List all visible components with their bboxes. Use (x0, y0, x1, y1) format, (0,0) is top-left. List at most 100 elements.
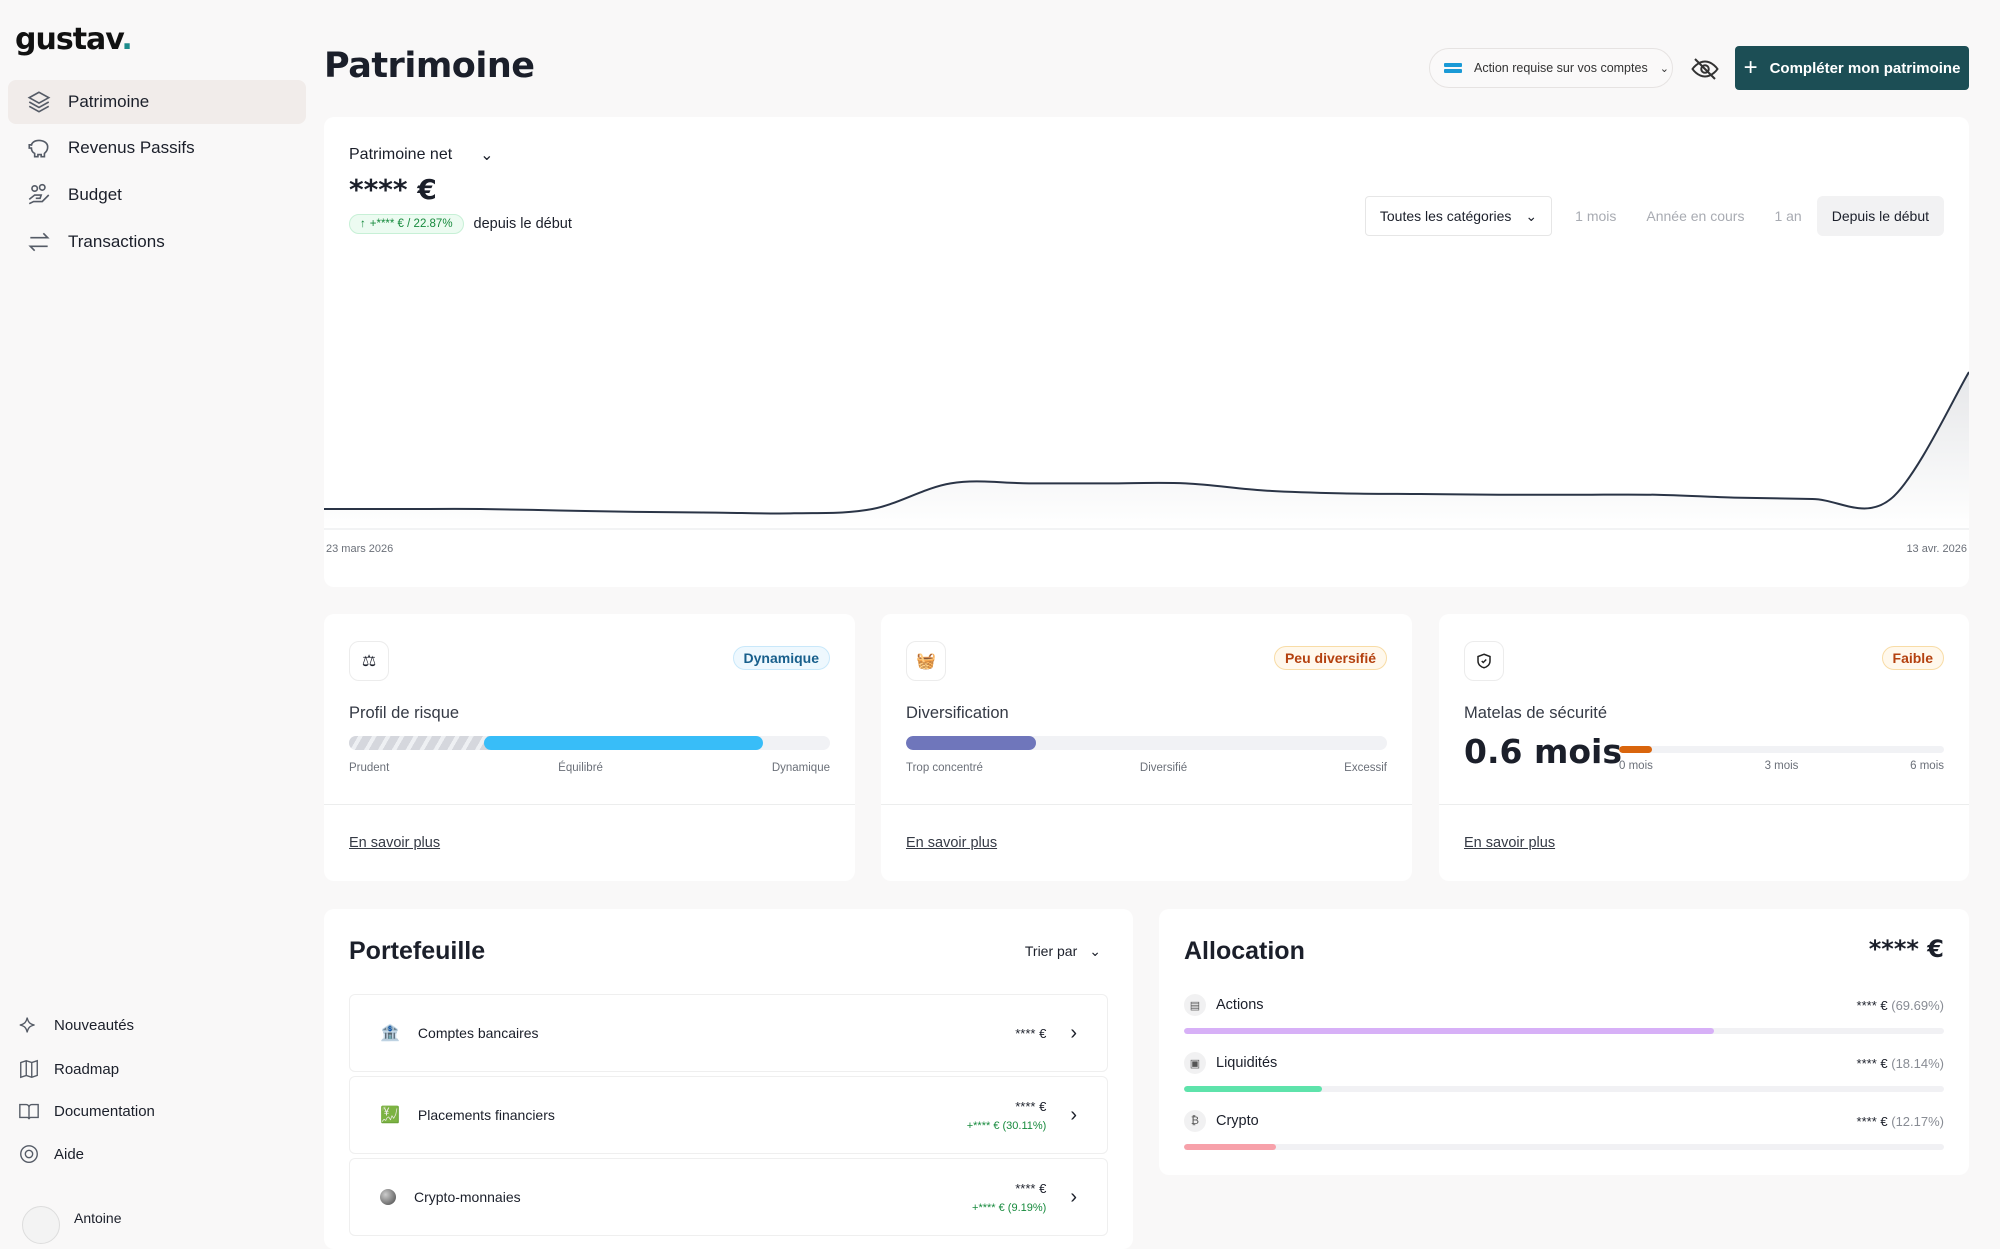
card-title: Matelas de sécurité (1464, 704, 1608, 722)
period-filter: Toutes les catégories ⌄ 1 mois Année en c… (1364, 196, 1944, 236)
chevron-right-icon: › (1070, 1021, 1077, 1044)
shield-check-icon (1464, 641, 1504, 681)
arrow-up-icon: ↑ (360, 218, 366, 230)
eye-off-icon[interactable] (1690, 54, 1720, 84)
sidebar-item-label: Budget (68, 185, 122, 204)
logo[interactable]: gustav. (15, 22, 133, 57)
sidebar-item-label: Nouveautés (54, 1016, 135, 1034)
period-1-month[interactable]: 1 mois (1575, 208, 1617, 224)
net-worth-value: **** € (349, 173, 437, 206)
sidebar-item-roadmap[interactable]: Roadmap (18, 1058, 119, 1080)
safety-progress (1619, 746, 1944, 753)
coin-icon (380, 1189, 396, 1205)
allocation-title: Allocation (1184, 937, 1305, 965)
scale-label: Prudent (349, 762, 390, 774)
plus-icon: + (1743, 54, 1758, 81)
scale-label: Diversifié (1139, 762, 1188, 774)
diversification-card: 🧺 Peu diversifié Diversification Trop co… (881, 614, 1412, 881)
category-select[interactable]: Toutes les catégories ⌄ (1364, 196, 1553, 236)
user-name[interactable]: Antoine (74, 1210, 122, 1226)
sidebar-item-label: Aide (54, 1145, 85, 1163)
sidebar-item-transactions[interactable]: Transactions (8, 220, 306, 264)
complete-patrimoine-button[interactable]: + Compléter mon patrimoine (1735, 46, 1969, 90)
sort-dropdown[interactable]: Trier par ⌄ (1024, 943, 1101, 959)
basket-icon: 🧺 (906, 641, 946, 681)
action-required-dropdown[interactable]: Action requise sur vos comptes ⌄ (1429, 48, 1673, 88)
period-1-year[interactable]: 1 an (1774, 208, 1802, 224)
flag-icon (1444, 63, 1462, 73)
diversification-progress (906, 736, 1387, 750)
period-current-year[interactable]: Année en cours (1646, 208, 1745, 224)
page-title: Patrimoine (324, 46, 535, 86)
learn-more-link[interactable]: En savoir plus (349, 835, 441, 851)
chevron-down-icon: ⌄ (1525, 207, 1538, 224)
net-worth-card: Patrimoine net ⌄ **** € ↑ +**** € / 22.87%… (324, 117, 1969, 587)
period-since-start[interactable]: Depuis le début (1816, 196, 1944, 236)
sparkles-icon (19, 1017, 35, 1033)
allocation-bar (1184, 1028, 1714, 1034)
hand-coins-icon (28, 183, 50, 205)
scale-label: Trop concentré (906, 762, 983, 774)
piggy-bank-icon (28, 139, 49, 158)
portfolio-row[interactable]: 💹 Placements financiers **** € +**** € (30.… (349, 1076, 1108, 1154)
status-badge: Peu diversifié (1273, 646, 1387, 670)
sidebar-item-label: Revenus Passifs (68, 138, 195, 157)
status-badge: Dynamique (732, 646, 830, 670)
net-worth-line (324, 371, 1969, 515)
allocation-bar (1184, 1086, 1322, 1092)
portfolio-row[interactable]: Crypto-monnaies **** € +**** € (9.19%) › (349, 1158, 1108, 1236)
risk-profile-card: ⚖ Dynamique Profil de risque Prudent Équi… (324, 614, 855, 881)
arrows-exchange-icon (28, 232, 50, 252)
net-worth-chart (324, 371, 1969, 530)
portfolio-row[interactable]: 🏦 Comptes bancaires **** € › (349, 994, 1108, 1072)
allocation-card: Allocation **** € ▤ Actions **** € (69.69%… (1159, 909, 1969, 1175)
risk-progress (349, 736, 830, 750)
allocation-item[interactable]: ▤ Actions **** € (69.69%) (1184, 994, 1944, 1034)
chevron-down-icon: ⌄ (1659, 62, 1669, 75)
scale-label: 6 mois (1910, 760, 1944, 772)
scale-label: Dynamique (771, 762, 830, 774)
scale-label: Équilibré (558, 762, 603, 774)
learn-more-link[interactable]: En savoir plus (906, 835, 998, 851)
scale-label: 3 mois (1764, 760, 1799, 772)
safety-months-value: 0.6 mois (1464, 732, 1622, 771)
scale-label: 0 mois (1619, 760, 1653, 772)
sidebar-item-label: Patrimoine (68, 92, 150, 111)
building-icon: ▤ (1184, 994, 1206, 1016)
chart-money-icon: 💹 (380, 1107, 400, 1124)
sidebar-item-patrimoine[interactable]: Patrimoine (8, 80, 306, 124)
allocation-item[interactable]: ₿ Crypto **** € (12.17%) (1184, 1110, 1944, 1150)
bitcoin-icon: ₿ (1184, 1110, 1206, 1132)
safety-cushion-card: Faible Matelas de sécurité 0.6 mois 0 mo… (1439, 614, 1969, 881)
sidebar-item-label: Transactions (68, 232, 165, 251)
allocation-item[interactable]: ▣ Liquidités **** € (18.14%) (1184, 1052, 1944, 1092)
sidebar-item-label: Documentation (54, 1102, 155, 1120)
learn-more-link[interactable]: En savoir plus (1464, 835, 1556, 851)
portfolio-title: Portefeuille (349, 937, 486, 965)
portfolio-card: Portefeuille Trier par ⌄ 🏦 Comptes bancair… (324, 909, 1133, 1249)
chevron-down-icon: ⌄ (1089, 943, 1101, 959)
lifebuoy-icon (20, 1145, 38, 1163)
change-badge: ↑ +**** € / 22.87% (349, 214, 464, 234)
avatar[interactable] (22, 1206, 60, 1244)
chart-area (324, 372, 1969, 529)
scale-icon: ⚖ (349, 641, 389, 681)
scale-label: Excessif (1344, 762, 1387, 774)
sidebar-item-nouveautes[interactable]: Nouveautés (18, 1014, 134, 1036)
since-label: depuis le début (473, 216, 572, 232)
chevron-down-icon: ⌄ (480, 147, 494, 164)
allocation-total: **** € (1868, 935, 1944, 963)
sidebar-item-aide[interactable]: Aide (18, 1143, 84, 1165)
chevron-right-icon: › (1070, 1103, 1077, 1126)
sidebar-item-budget[interactable]: Budget (8, 173, 306, 217)
chevron-right-icon: › (1070, 1185, 1077, 1208)
sidebar-item-revenus-passifs[interactable]: Revenus Passifs (8, 126, 306, 170)
banknote-icon: ▣ (1184, 1052, 1206, 1074)
sidebar-item-documentation[interactable]: Documentation (18, 1100, 155, 1122)
allocation-bar (1184, 1144, 1277, 1150)
bank-icon: 🏦 (380, 1025, 400, 1042)
map-icon (20, 1059, 38, 1079)
book-icon (19, 1103, 39, 1120)
net-worth-selector[interactable]: Patrimoine net ⌄ (349, 146, 494, 164)
card-title: Profil de risque (349, 704, 460, 722)
